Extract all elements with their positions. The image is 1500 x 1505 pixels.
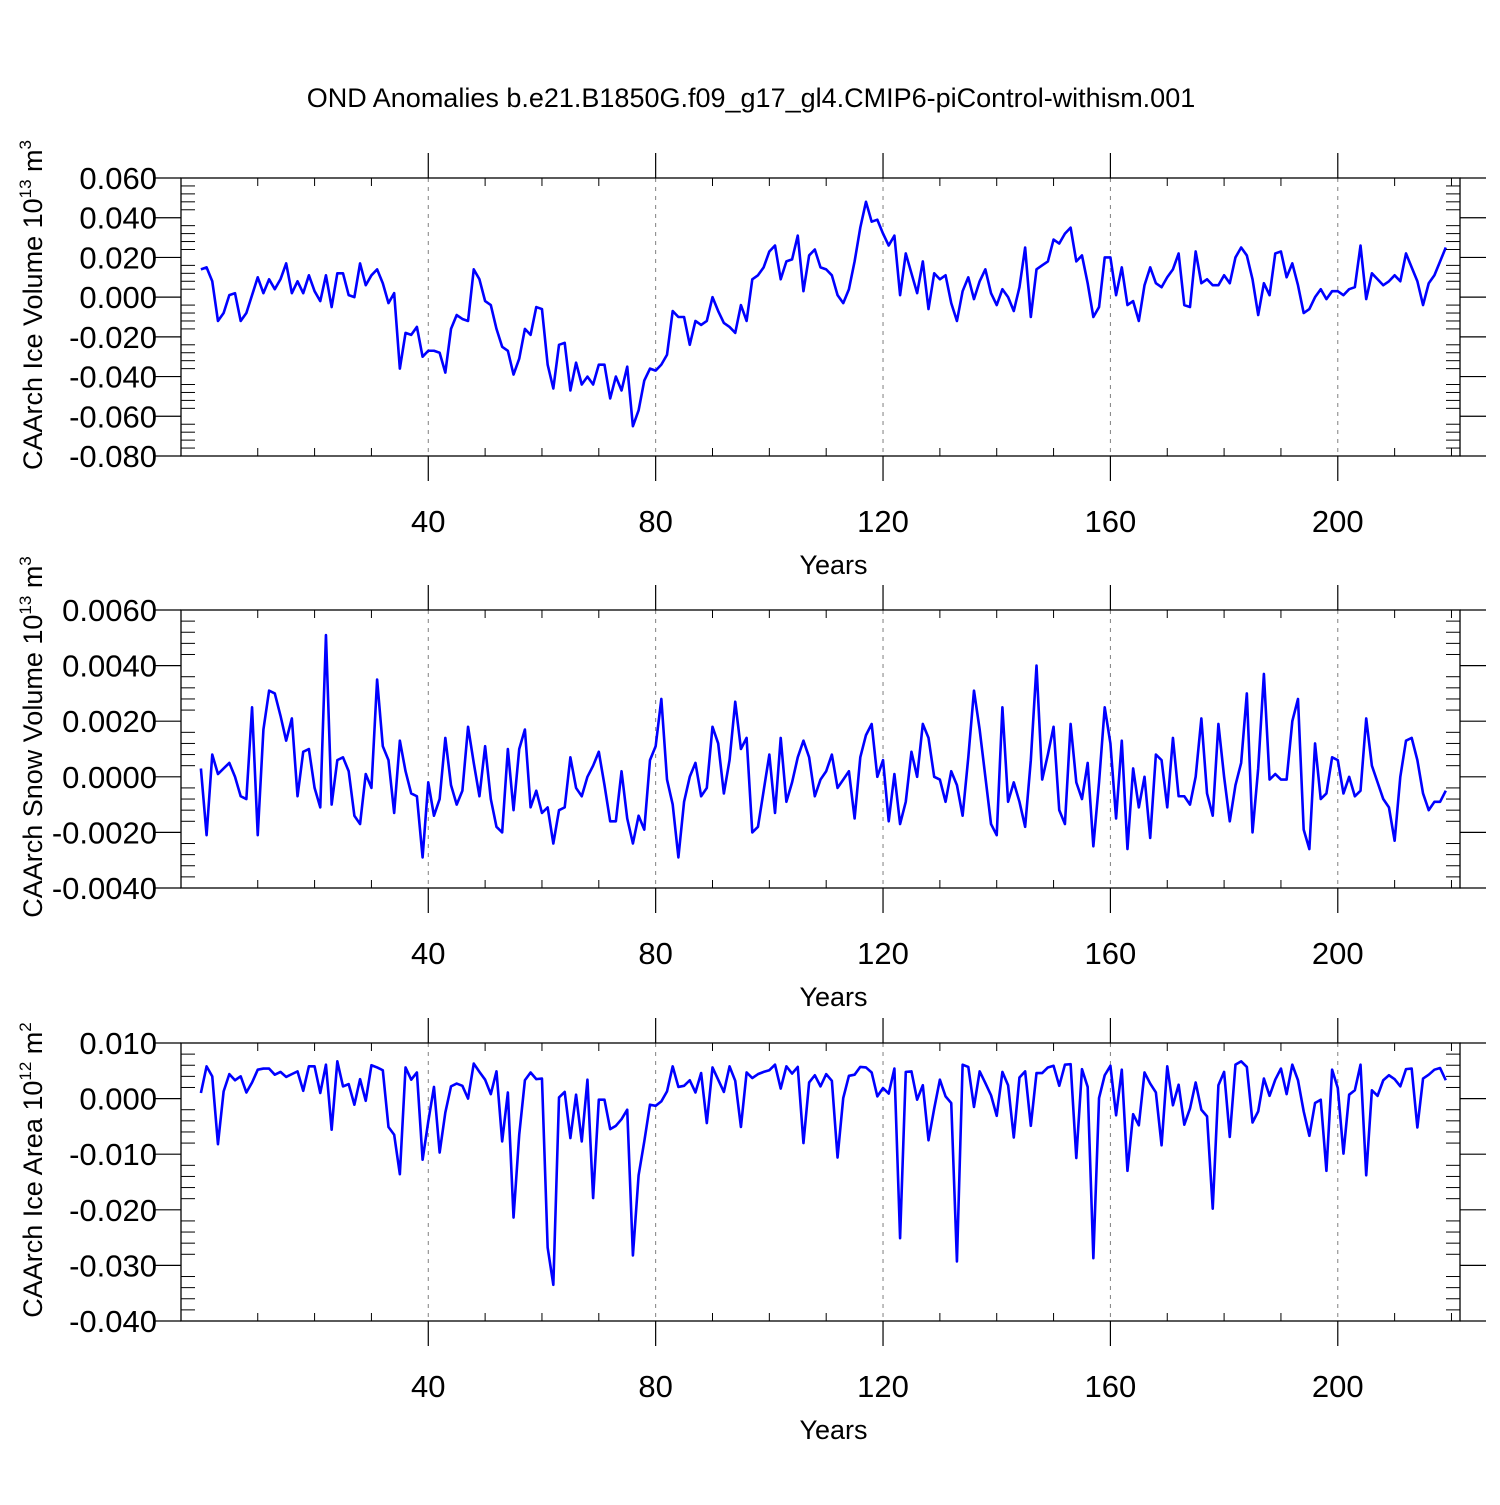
series-line [199,1060,1447,1287]
plot-frame [180,609,1461,889]
y-tick-label: -0.040 [69,360,157,395]
y-tick-label: -0.030 [69,1248,157,1283]
x-axis-title: Years [799,550,867,580]
chart-title: OND Anomalies b.e21.B1850G.f09_g17_gl4.C… [307,83,1195,113]
x-tick-label: 40 [411,936,445,971]
series-line [199,633,1447,859]
y-axis-title-unit: m [18,1032,48,1062]
y-tick-label: 0.020 [79,240,157,275]
x-axis-title: Years [799,1415,867,1445]
y-tick-label: -0.080 [69,439,157,474]
y-tick-label: 0.0040 [62,649,157,684]
plot-frame [180,1042,1461,1322]
y-tick-label: 0.000 [79,1082,157,1117]
x-axis-title: Years [799,982,867,1012]
panel-snow-volume: 40 80 120 160 200 -0.0040 -0.0020 0.0000 0.0020 0… [16,556,1486,1012]
x-tick-label: 40 [411,1369,445,1404]
y-axis-title-main: CAArch Ice Area 10 [18,1081,48,1318]
y-axis-title-main: CAArch Snow Volume 10 [18,615,48,918]
y-axis-title-unit: m [18,566,48,596]
panel-ice-volume: 40 80 120 160 200 -0.080 -0.060 -0.040 -0.020 0.0… [16,140,1486,580]
y-tick-label: -0.0040 [52,871,157,906]
y-axis-title-exponent: 12 [16,1062,35,1081]
x-tick-label: 80 [638,504,672,539]
x-tick-label: 200 [1312,936,1364,971]
y-axis-title: CAArch Ice Area 1012 m2 [16,1022,48,1318]
x-tick-label: 160 [1085,504,1137,539]
plot-frame [180,177,1461,457]
x-tick-label: 80 [638,936,672,971]
y-axis-title-main: CAArch Ice Volume 10 [18,198,48,470]
y-tick-label: 0.000 [79,280,157,315]
x-tick-label: 160 [1085,1369,1137,1404]
y-axis-title: CAArch Snow Volume 1013 m3 [16,556,48,918]
series-line [200,200,1447,428]
y-tick-label: -0.0020 [52,815,157,850]
x-tick-label: 80 [638,1369,672,1404]
y-tick-label: -0.060 [69,399,157,434]
y-axis-title-unit-exponent: 2 [16,1022,35,1031]
y-tick-label: -0.020 [69,1193,157,1228]
y-tick-label: -0.010 [69,1137,157,1172]
y-tick-label: 0.040 [79,201,157,236]
x-tick-label: 200 [1312,504,1364,539]
y-tick-label: 0.060 [79,161,157,196]
x-tick-label: 120 [857,504,909,539]
y-tick-label: -0.020 [69,320,157,355]
y-axis-title-unit-exponent: 3 [16,140,35,149]
x-tick-label: 120 [857,1369,909,1404]
y-axis-title-unit: m [18,149,48,179]
panel-ice-area: 40 80 120 160 200 -0.040 -0.030 -0.020 -0.010 0.0… [16,1018,1486,1445]
y-tick-label: -0.040 [69,1304,157,1339]
y-tick-label: 0.0000 [62,760,157,795]
x-tick-label: 160 [1085,936,1137,971]
x-tick-label: 200 [1312,1369,1364,1404]
y-tick-label: 0.010 [79,1026,157,1061]
y-tick-label: 0.0060 [62,593,157,628]
y-axis-title-exponent: 13 [16,596,35,615]
y-tick-label: 0.0020 [62,704,157,739]
x-tick-label: 40 [411,504,445,539]
y-axis-title-exponent: 13 [16,179,35,198]
x-tick-label: 120 [857,936,909,971]
y-axis-title-unit-exponent: 3 [16,556,35,565]
y-axis-title: CAArch Ice Volume 1013 m3 [16,140,48,470]
